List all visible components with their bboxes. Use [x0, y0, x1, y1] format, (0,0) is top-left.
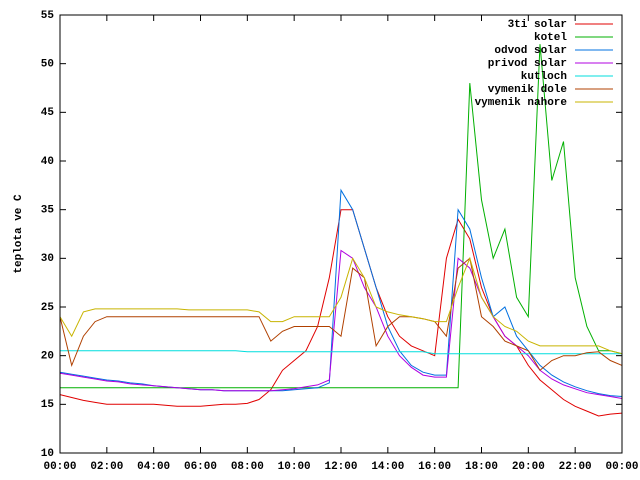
legend-label: kotel	[534, 32, 567, 44]
x-tick-label: 14:00	[371, 461, 404, 473]
y-tick-label: 55	[41, 10, 55, 22]
series-line	[59, 249, 623, 399]
x-tick-label: 04:00	[137, 461, 170, 473]
y-tick-label: 10	[41, 448, 54, 460]
y-tick-label: 20	[41, 351, 54, 363]
legend-label: 3ti solar	[508, 19, 567, 31]
x-tick-label: 12:00	[324, 461, 357, 473]
x-tick-label: 00:00	[43, 461, 76, 473]
x-tick-label: 00:00	[605, 461, 638, 473]
y-tick-label: 35	[41, 205, 55, 217]
y-tick-label: 30	[41, 253, 54, 265]
y-tick-label: 50	[41, 59, 54, 71]
x-tick-label: 22:00	[559, 461, 592, 473]
x-tick-label: 08:00	[231, 461, 264, 473]
plot-border	[59, 14, 623, 454]
series-line	[60, 44, 623, 389]
x-tick-label: 16:00	[418, 461, 451, 473]
legend-label: kutloch	[521, 71, 567, 83]
legend-label: privod solar	[488, 58, 567, 70]
legend-label: odvod solar	[494, 45, 567, 57]
series-line	[59, 209, 623, 417]
y-tick-label: 45	[41, 107, 55, 119]
x-tick-label: 02:00	[90, 461, 123, 473]
x-tick-label: 20:00	[512, 461, 545, 473]
legend-label: vymenik dole	[488, 84, 568, 96]
y-tick-label: 25	[41, 302, 55, 314]
x-tick-label: 18:00	[465, 461, 498, 473]
series-line	[59, 256, 623, 355]
y-tick-label: 40	[41, 156, 54, 168]
x-tick-label: 06:00	[184, 461, 217, 473]
y-axis-label: teplota ve C	[13, 194, 25, 274]
legend-label: vymenik nahore	[475, 97, 568, 109]
y-tick-label: 15	[41, 399, 55, 411]
x-tick-label: 10:00	[278, 461, 311, 473]
series-line	[59, 257, 623, 372]
series-line	[60, 350, 622, 355]
